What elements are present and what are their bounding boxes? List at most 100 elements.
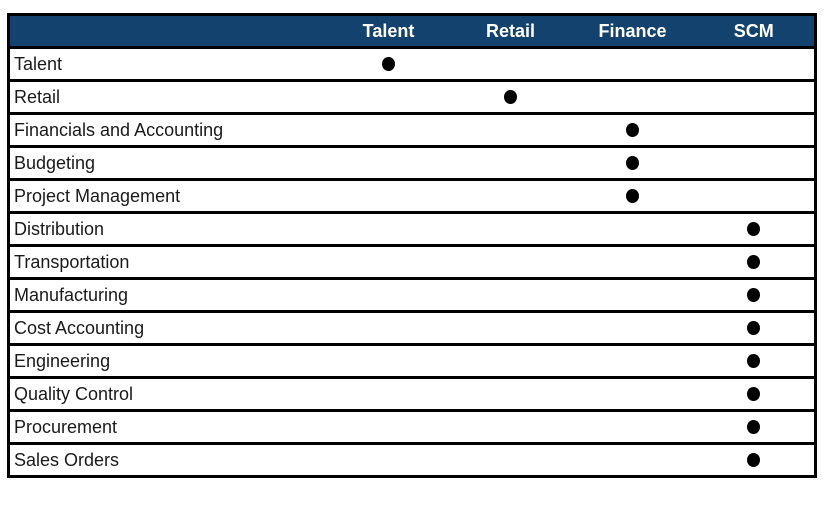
matrix-cell-scm [693, 211, 817, 247]
row-label: Distribution [7, 211, 328, 247]
matrix-cell-retail [449, 79, 572, 115]
row-label: Budgeting [7, 145, 328, 181]
row-label: Project Management [7, 178, 328, 214]
matrix-cell-scm [693, 112, 817, 148]
dot-marker-icon [747, 254, 761, 269]
matrix-cell-scm [693, 244, 817, 280]
table-row: Project Management [7, 178, 817, 214]
table-row: Procurement [7, 409, 817, 445]
matrix-cell-retail [449, 211, 572, 247]
column-header-retail: Retail [449, 13, 572, 49]
matrix-cell-scm [693, 343, 817, 379]
dot-marker-icon [747, 452, 761, 467]
matrix-cell-retail [449, 178, 572, 214]
table-row: Distribution [7, 211, 817, 247]
table-row: Budgeting [7, 145, 817, 181]
matrix-cell-retail [449, 409, 572, 445]
matrix-cell-scm [693, 310, 817, 346]
matrix-cell-finance [571, 310, 694, 346]
table-row: Engineering [7, 343, 817, 379]
matrix-cell-retail [449, 46, 572, 82]
row-label: Talent [7, 46, 328, 82]
matrix-cell-retail [449, 244, 572, 280]
dot-marker-icon [626, 122, 639, 137]
dot-marker-icon [747, 287, 761, 302]
matrix-cell-talent [327, 46, 450, 82]
matrix-cell-retail [449, 145, 572, 181]
dot-marker-icon [747, 386, 761, 401]
matrix-cell-finance [571, 277, 694, 313]
matrix-cell-finance [571, 211, 694, 247]
table-row: Transportation [7, 244, 817, 280]
matrix-cell-finance [571, 442, 694, 478]
matrix-cell-retail [449, 310, 572, 346]
matrix-cell-talent [327, 112, 450, 148]
table-row: Quality Control [7, 376, 817, 412]
dot-marker-icon [747, 320, 761, 335]
matrix-cell-talent [327, 211, 450, 247]
dot-marker-icon [747, 419, 761, 434]
column-header-scm: SCM [693, 13, 817, 49]
matrix-cell-scm [693, 277, 817, 313]
row-label: Transportation [7, 244, 328, 280]
matrix-header-row: Talent Retail Finance SCM [7, 13, 817, 49]
column-header-finance: Finance [571, 13, 694, 49]
matrix-cell-scm [693, 46, 817, 82]
matrix-header: Talent Retail Finance SCM [7, 13, 817, 49]
matrix-cell-scm [693, 145, 817, 181]
dot-marker-icon [382, 56, 395, 71]
matrix-body: Talent Retail Financials and Accounting Bud… [7, 46, 817, 478]
table-row: Cost Accounting [7, 310, 817, 346]
table-row: Financials and Accounting [7, 112, 817, 148]
matrix-cell-finance [571, 244, 694, 280]
dot-marker-icon [626, 188, 639, 203]
row-label: Sales Orders [7, 442, 328, 478]
table-row: Sales Orders [7, 442, 817, 478]
matrix-cell-talent [327, 79, 450, 115]
table-row: Talent [7, 46, 817, 82]
dot-marker-icon [626, 155, 639, 170]
table-row: Manufacturing [7, 277, 817, 313]
matrix-cell-talent [327, 145, 450, 181]
matrix-cell-finance [571, 112, 694, 148]
matrix-cell-talent [327, 409, 450, 445]
column-header-talent: Talent [327, 13, 450, 49]
matrix-cell-scm [693, 442, 817, 478]
row-label: Retail [7, 79, 328, 115]
matrix-cell-talent [327, 442, 450, 478]
row-label: Cost Accounting [7, 310, 328, 346]
matrix-cell-retail [449, 376, 572, 412]
matrix-cell-talent [327, 310, 450, 346]
matrix-cell-talent [327, 343, 450, 379]
matrix-cell-retail [449, 277, 572, 313]
matrix-cell-scm [693, 79, 817, 115]
row-label: Manufacturing [7, 277, 328, 313]
module-product-matrix-table: Talent Retail Finance SCM Talent Retail Finan… [7, 13, 817, 478]
matrix-cell-finance [571, 46, 694, 82]
matrix-cell-talent [327, 277, 450, 313]
matrix-cell-scm [693, 178, 817, 214]
matrix-cell-finance [571, 343, 694, 379]
row-label: Financials and Accounting [7, 112, 328, 148]
matrix-cell-finance [571, 409, 694, 445]
dot-marker-icon [747, 221, 761, 236]
matrix-cell-retail [449, 343, 572, 379]
matrix-cell-finance [571, 79, 694, 115]
row-label: Procurement [7, 409, 328, 445]
row-label: Engineering [7, 343, 328, 379]
row-header-column [7, 13, 328, 49]
row-label: Quality Control [7, 376, 328, 412]
matrix-cell-finance [571, 376, 694, 412]
matrix-cell-retail [449, 442, 572, 478]
matrix-cell-talent [327, 244, 450, 280]
matrix-cell-retail [449, 112, 572, 148]
matrix-cell-finance [571, 145, 694, 181]
table-row: Retail [7, 79, 817, 115]
matrix-cell-scm [693, 409, 817, 445]
dot-marker-icon [504, 89, 517, 104]
dot-marker-icon [747, 353, 761, 368]
matrix-cell-talent [327, 178, 450, 214]
matrix-cell-talent [327, 376, 450, 412]
matrix-cell-finance [571, 178, 694, 214]
